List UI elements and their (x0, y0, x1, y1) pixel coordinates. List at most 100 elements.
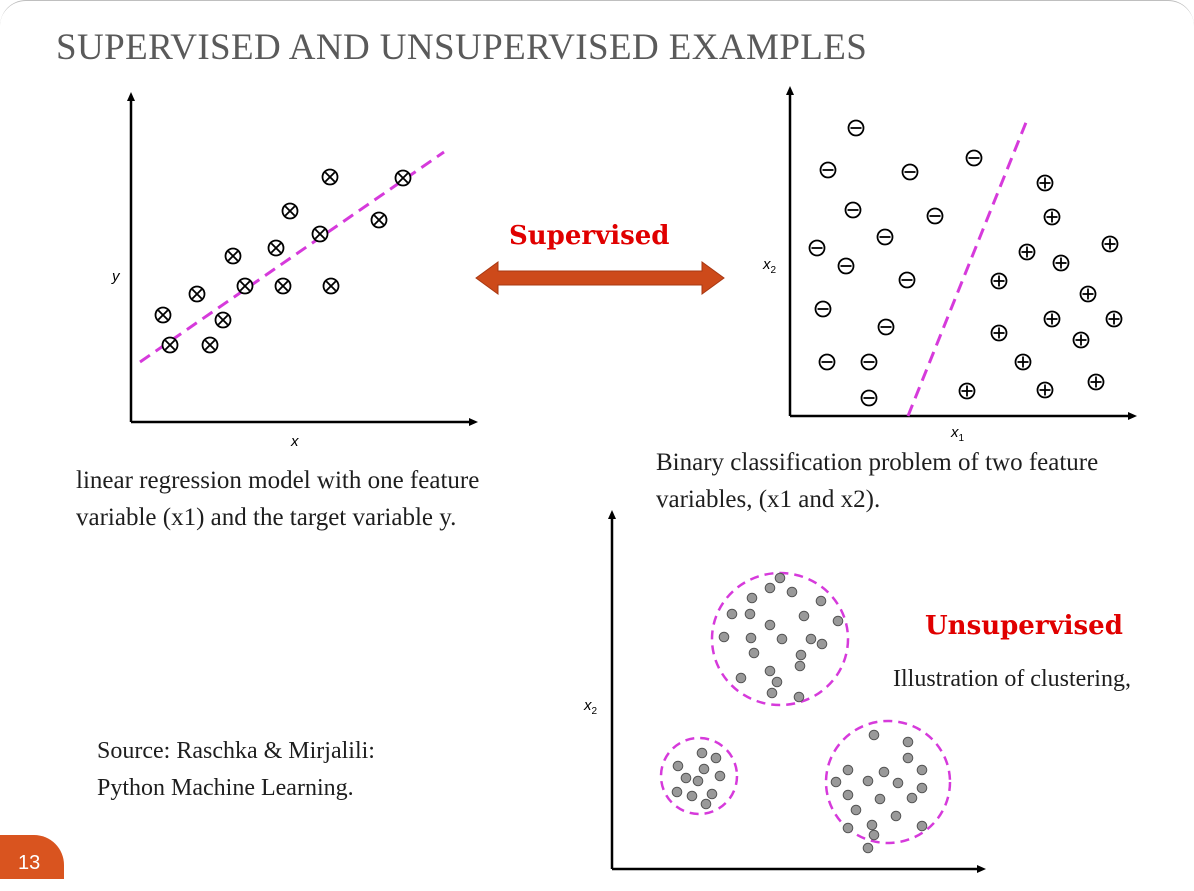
cluster-point (916, 820, 928, 832)
negative-point (860, 353, 878, 371)
cluster-point (698, 763, 710, 775)
source-citation: Source: Raschka & Mirjalili: Python Mach… (97, 733, 375, 807)
cluster-point (726, 608, 738, 620)
negative-point (814, 300, 832, 318)
double-arrow (475, 261, 725, 295)
cluster-point (744, 608, 756, 620)
cluster-point (774, 572, 786, 584)
positive-point (958, 382, 976, 400)
cluster-point (714, 770, 726, 782)
slide-title: SUPERVISED AND UNSUPERVISED EXAMPLES (56, 27, 868, 68)
positive-point (1052, 254, 1070, 272)
regression-point (267, 239, 285, 257)
cluster-point (832, 615, 844, 627)
cluster-point (700, 798, 712, 810)
cluster-point (862, 842, 874, 854)
cluster-point (776, 633, 788, 645)
cluster-point (692, 775, 704, 787)
positive-point (1087, 373, 1105, 391)
cluster-point (748, 647, 760, 659)
cluster-point (696, 747, 708, 759)
cluster-point (842, 789, 854, 801)
source-line2: Python Machine Learning. (97, 775, 354, 801)
x-axis-label: x1 (950, 424, 965, 444)
cluster-point (746, 592, 758, 604)
clustering-description: Illustration of clustering, (893, 666, 1131, 692)
classification-caption-line1: Binary classification problem of two fea… (656, 449, 1099, 476)
negative-point (901, 163, 919, 181)
positive-point (1072, 331, 1090, 349)
cluster-point (794, 660, 806, 672)
cluster-point (874, 793, 886, 805)
cluster-point (745, 632, 757, 644)
positive-point (1043, 208, 1061, 226)
source-line1: Source: Raschka & Mirjalili: (97, 738, 375, 764)
negative-point (837, 257, 855, 275)
y-axis-label: x2 (762, 256, 777, 276)
page-number-badge: 13 (0, 835, 64, 879)
cluster-point (706, 788, 718, 800)
regression-point (161, 336, 179, 354)
cluster-point (862, 775, 874, 787)
regression-plot: y x (111, 92, 478, 450)
classification-caption-line2: variables, (x1 and x2). (656, 486, 881, 513)
regression-caption: linear regression model with one feature… (76, 462, 479, 536)
cluster-point (902, 736, 914, 748)
negative-point (844, 201, 862, 219)
cluster-point (916, 782, 928, 794)
negative-point (818, 353, 836, 371)
regression-point (154, 306, 172, 324)
x-axis-label: x (290, 433, 299, 450)
cluster-point (671, 786, 683, 798)
cluster-point (735, 672, 747, 684)
cluster-point (798, 610, 810, 622)
regression-point (188, 285, 206, 303)
regression-point (321, 168, 339, 186)
cluster-point (766, 687, 778, 699)
y-axis-label: y (111, 268, 121, 285)
regression-point (236, 277, 254, 295)
positive-point (990, 272, 1008, 290)
positive-point (1043, 310, 1061, 328)
cluster-point (771, 676, 783, 688)
positive-point (1036, 174, 1054, 192)
cluster-point (866, 819, 878, 831)
decision-boundary (906, 119, 1029, 417)
cluster-point (805, 633, 817, 645)
positive-point (990, 324, 1008, 342)
cluster-point (710, 752, 722, 764)
cluster-point (793, 691, 805, 703)
regression-caption-line2: variable (x1) and the target variable y. (76, 504, 457, 531)
positive-point (1101, 235, 1119, 253)
cluster-point (906, 792, 918, 804)
cluster-point (786, 586, 798, 598)
cluster-point (815, 595, 827, 607)
positive-point (1105, 310, 1123, 328)
clustering-plot: x2 (583, 510, 986, 873)
cluster-point (868, 729, 880, 741)
cluster-outline (824, 719, 952, 845)
negative-point (847, 119, 865, 137)
fit-line (139, 150, 445, 364)
negative-point (898, 271, 916, 289)
positive-point (1014, 353, 1032, 371)
y-axis-label: x2 (583, 697, 598, 717)
positive-point (1079, 285, 1097, 303)
negative-point (877, 318, 895, 336)
cluster-point (795, 649, 807, 661)
cluster-point (890, 810, 902, 822)
regression-point (394, 169, 412, 187)
regression-point (370, 211, 388, 229)
cluster-point (672, 760, 684, 772)
regression-point (224, 247, 242, 265)
cluster-point (718, 631, 730, 643)
cluster-point (764, 582, 776, 594)
cluster-point (764, 619, 776, 631)
negative-point (819, 161, 837, 179)
cluster-point (816, 638, 828, 650)
cluster-outline (659, 736, 739, 816)
double-arrow-shape (475, 261, 725, 295)
positive-point (1036, 381, 1054, 399)
cluster-point (892, 777, 904, 789)
